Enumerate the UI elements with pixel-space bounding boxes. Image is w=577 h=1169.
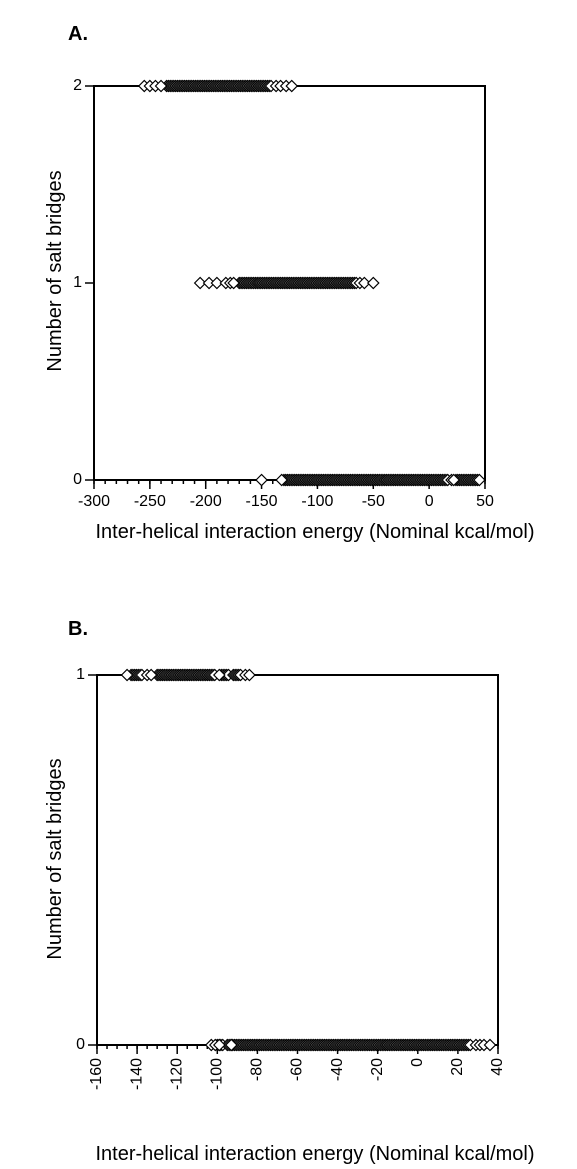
panel-a-x-tick-label: -50 — [362, 493, 385, 510]
panel-a-label: A. — [68, 23, 88, 45]
panel-a-x-tick-label: -250 — [134, 493, 166, 510]
panel-b-x-axis-title: Inter-helical interaction energy (Nomina… — [95, 1143, 534, 1165]
panel-a-y-axis-title: Number of salt bridges — [44, 170, 66, 371]
panel-b-data-point — [144, 668, 158, 682]
panel-b-x-tick-label: -20 — [369, 1058, 386, 1081]
panel-b-data-point — [212, 1038, 226, 1052]
panel-b-data-point — [243, 668, 256, 682]
panel-a-x-tick-label: 50 — [476, 493, 494, 510]
panel-a-y-tick-label: 0 — [73, 471, 82, 488]
panel-a-chart: A. Number of salt bridges Inter-helical … — [44, 23, 535, 543]
panel-b-x-tick-label: -40 — [329, 1058, 346, 1081]
panel-a-x-tick-label: -100 — [301, 493, 333, 510]
panel-a-x-tick-label: -150 — [246, 493, 278, 510]
panel-a-x-tick-label: 0 — [425, 493, 434, 510]
panel-b-chart: B. Number of salt bridges Inter-helical … — [44, 618, 535, 1165]
panel-b-x-tick-label: -120 — [168, 1058, 185, 1090]
panel-b-data-point — [120, 668, 134, 682]
panel-b-x-tick-label: -80 — [249, 1058, 266, 1081]
panel-b-data-point — [212, 668, 226, 682]
panel-a-y-tick-label: 2 — [73, 77, 82, 94]
panel-b-x-tick-label: 40 — [489, 1058, 506, 1076]
panel-a-x-tick-label: -200 — [190, 493, 222, 510]
panel-b-y-tick-label: 1 — [76, 666, 85, 683]
panel-b-y-tick-label: 0 — [76, 1036, 85, 1053]
panel-a-data-point — [255, 473, 268, 487]
panel-b-x-tick-label: -160 — [88, 1058, 105, 1090]
panel-b-y-axis-title: Number of salt bridges — [44, 758, 66, 959]
panel-a-data-point — [275, 473, 289, 487]
panel-b-x-tick-label: 0 — [409, 1058, 426, 1067]
panel-b-data-point — [483, 1038, 497, 1052]
panel-b-plot-frame — [96, 674, 499, 1046]
panel-a-data-point — [227, 276, 240, 290]
panel-a-dense-point — [473, 473, 486, 487]
panel-a-data-point — [366, 276, 380, 290]
panel-a-data-point — [447, 473, 461, 487]
panel-b-x-tick-label: -100 — [209, 1058, 226, 1090]
panel-b-x-tick-label: -60 — [289, 1058, 306, 1081]
panel-b-x-tick-label: -140 — [128, 1058, 145, 1090]
panel-a-data-point — [285, 79, 299, 93]
panel-a-x-axis-title: Inter-helical interaction energy (Nomina… — [95, 521, 534, 543]
panel-b-x-tick-label: 20 — [449, 1058, 466, 1076]
panel-a-data-point — [154, 79, 168, 93]
panel-a-x-tick-label: -300 — [78, 493, 110, 510]
panel-b-label: B. — [68, 618, 88, 640]
panel-a-y-tick-label: 1 — [73, 274, 82, 291]
panel-b-data-point — [224, 1038, 238, 1052]
